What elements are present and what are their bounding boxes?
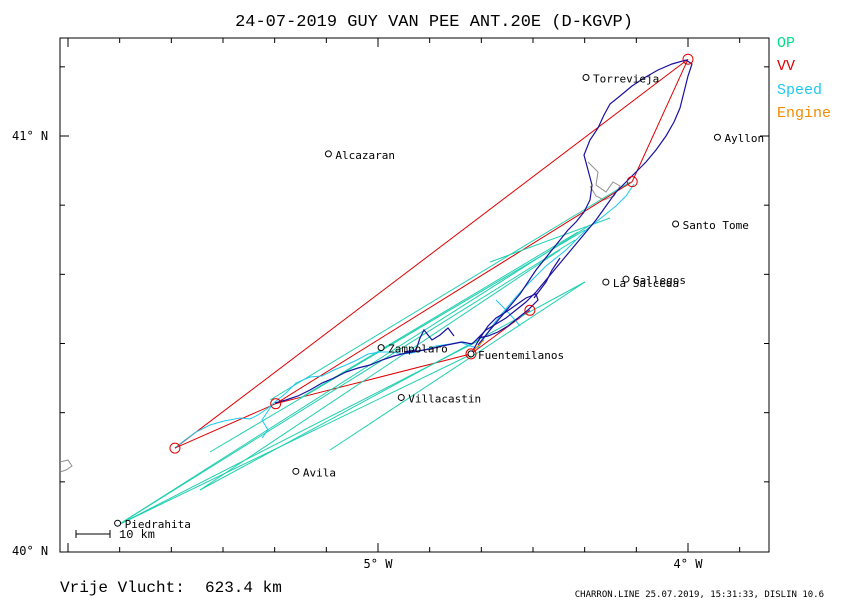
place-marker xyxy=(114,519,122,527)
page-title: 24-07-2019 GUY VAN PEE ANT.20E (D-KGVP) xyxy=(235,13,633,32)
place-marker xyxy=(622,275,630,283)
task-leg xyxy=(631,59,689,182)
lon-tick-4w: 4° W xyxy=(674,557,704,571)
scale-label: 10 km xyxy=(119,528,155,542)
turnpoint-marker xyxy=(524,304,536,316)
place-label: Alcazaran xyxy=(335,149,395,162)
place-label: Avila xyxy=(303,466,336,479)
task-leg xyxy=(275,181,633,405)
place-label: Villacastin xyxy=(408,392,481,405)
lat-tick-40n: 40° N xyxy=(12,544,48,558)
axis-ticks xyxy=(60,38,769,552)
turnpoint-marker xyxy=(270,398,282,410)
lon-tick-5w: 5° W xyxy=(364,557,394,571)
distance-label: Vrije Vlucht: xyxy=(60,579,185,597)
flight-track xyxy=(274,59,693,404)
place-label: Gallegos xyxy=(633,274,686,287)
place-label: Ayllon xyxy=(724,132,764,145)
place-marker xyxy=(467,350,475,358)
task-leg xyxy=(275,353,472,405)
place-marker xyxy=(602,278,610,286)
place-marker xyxy=(292,467,300,475)
border-fragments xyxy=(59,161,621,473)
turnpoints xyxy=(169,53,694,454)
place-marker xyxy=(324,150,332,158)
scale-bar xyxy=(75,530,111,538)
place-marker xyxy=(672,220,680,228)
turnpoint-marker xyxy=(169,442,181,454)
place-label: La Salceda xyxy=(613,277,679,290)
lat-tick-41n: 41° N xyxy=(12,129,48,143)
turnpoint-marker xyxy=(682,53,694,65)
place-marker xyxy=(582,73,590,81)
place-marker xyxy=(377,344,385,352)
legend-vv: VV xyxy=(777,58,795,75)
place-label: Fuentemilanos xyxy=(478,349,564,362)
op-lines xyxy=(117,181,631,526)
task-leg xyxy=(174,58,689,449)
legend-op: OP xyxy=(777,35,795,52)
turnpoint-marker xyxy=(626,176,638,188)
credit-line: CHARRON.LINE 25.07.2019, 15:31:33, DISLI… xyxy=(575,590,824,600)
place-label: Torrevieja xyxy=(593,72,659,85)
distance-value: 623.4 km xyxy=(205,579,282,597)
map-frame xyxy=(59,37,770,553)
place-markers: Torrevieja Ayllon Alcazaran Santo Tome Galle… xyxy=(114,72,764,531)
task-legs xyxy=(174,58,689,449)
task-leg xyxy=(174,403,276,449)
place-label: Zampolaro xyxy=(388,343,448,356)
legend-speed: Speed xyxy=(777,82,822,99)
place-label: Santo Tome xyxy=(683,219,749,232)
place-marker xyxy=(397,393,405,401)
turnpoint-marker xyxy=(465,348,477,360)
place-label: Piedrahita xyxy=(125,518,191,531)
legend-engine: Engine xyxy=(777,105,831,122)
place-marker xyxy=(713,133,721,141)
